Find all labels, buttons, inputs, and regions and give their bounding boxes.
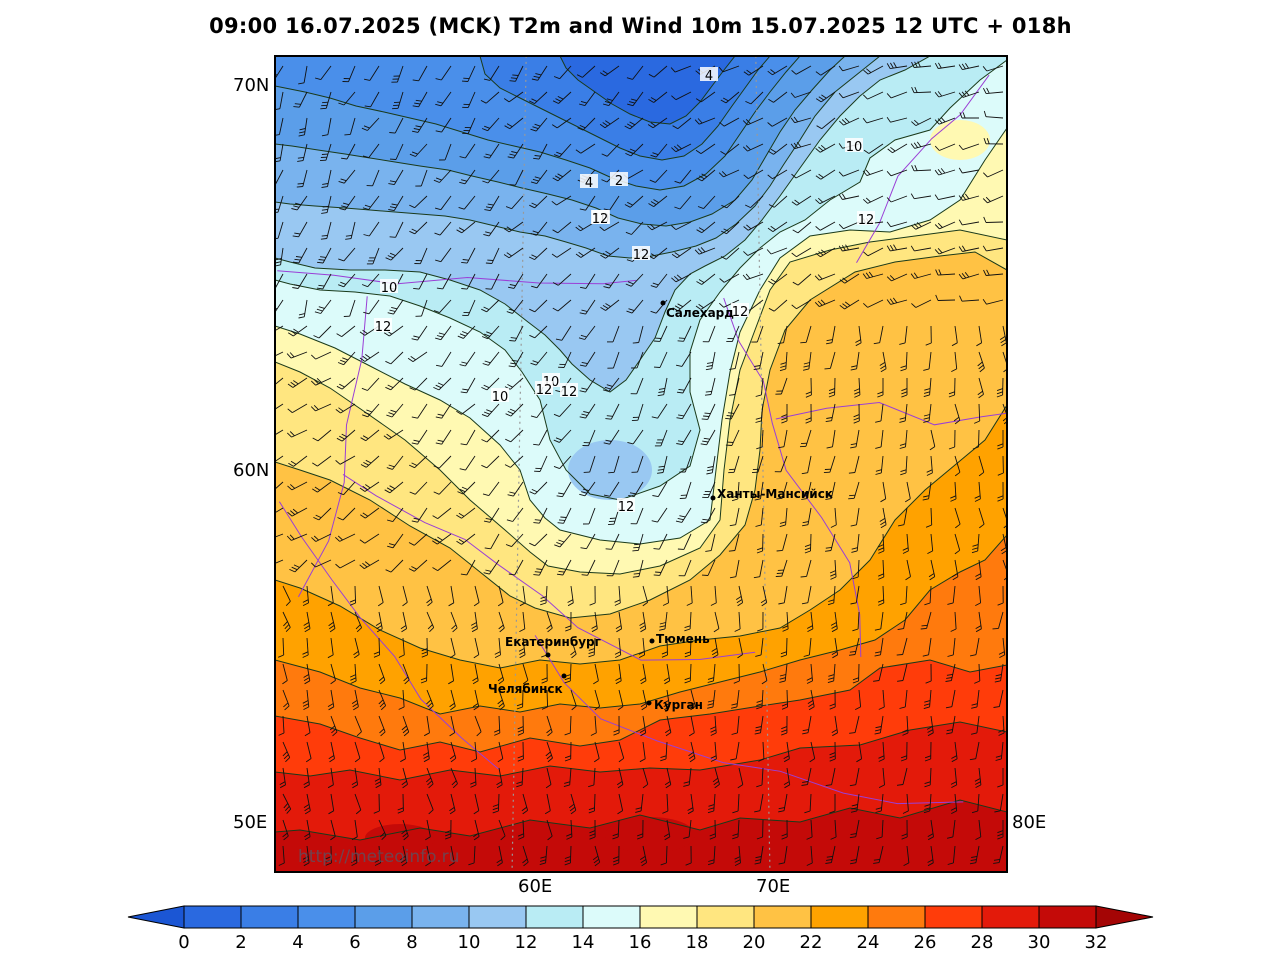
warm-patch [930,120,990,160]
svg-text:10: 10 [492,390,509,405]
contour-label: 12 [374,318,392,335]
colorbar-tick-label: 12 [515,932,538,953]
colorbar-swatch [982,906,1039,928]
contour-label: 12 [617,498,635,515]
svg-text:12: 12 [732,305,749,320]
svg-text:10: 10 [381,281,398,296]
svg-text:4: 4 [585,176,593,191]
svg-text:10: 10 [846,140,863,155]
warm-patch [825,296,935,340]
colorbar-tick-label: 10 [458,932,481,953]
colorbar-tick-label: 22 [800,932,823,953]
city-label: Челябинск [488,682,563,696]
colorbar-swatch [583,906,640,928]
colorbar-low-arrow [128,906,184,928]
svg-text:12: 12 [618,500,635,515]
city-dot [546,653,551,658]
colorbar-swatch [298,906,355,928]
colorbar-swatch [412,906,469,928]
svg-text:12: 12 [375,320,392,335]
lon-label-60e: 60E [518,876,552,897]
colorbar-tick-label: 26 [914,932,937,953]
colorbar-tick-label: 16 [629,932,652,953]
watermark: http://meteoinfo.ru [298,847,459,867]
svg-text:12: 12 [592,212,609,227]
colorbar-tick-label: 6 [349,932,360,953]
colorbar-tick-label: 30 [1028,932,1051,953]
colorbar-swatch [1039,906,1096,928]
colorbar-tick-label: 28 [971,932,994,953]
colorbar-swatch [868,906,925,928]
contour-label: 10 [491,388,509,405]
city-label: Салехард [666,306,734,320]
city-dot [650,639,655,644]
city-label: Тюмень [656,632,710,646]
contour-label: 12 [591,210,609,227]
colorbar-swatch [697,906,754,928]
colorbar-tick-label: 0 [178,932,189,953]
city-label: Екатеринбург [505,635,601,649]
lat-label-70n: 70N [233,75,269,96]
contour-label: 12 [632,246,650,263]
lon-label-70e: 70E [756,876,790,897]
lat-label-60n: 60N [233,460,269,481]
lon-label-80e: 80E [1012,812,1046,833]
city-marker: Ханты-Мансийск [711,487,833,501]
lon-label-50e: 50E [233,812,267,833]
colorbar-high-arrow [1096,906,1153,928]
svg-text:12: 12 [633,248,650,263]
colorbar-swatch [754,906,811,928]
colorbar-tick-label: 20 [743,932,766,953]
city-label: Курган [654,698,703,712]
contour-label: 12 [857,211,875,228]
colorbar-swatch [355,906,412,928]
cool-patch [568,440,652,500]
city-label: Ханты-Мансийск [717,487,833,501]
svg-text:12: 12 [536,383,553,398]
colorbar-swatch [241,906,298,928]
city-marker: Тюмень [650,632,711,646]
city-marker: Курган [647,698,703,712]
colorbar-swatch [526,906,583,928]
colorbar-swatch [184,906,241,928]
city-dot [562,674,567,679]
contour-label: 10 [845,138,863,155]
colorbar-swatch [640,906,697,928]
svg-text:4: 4 [705,69,713,84]
contour-label: 10 [380,279,398,296]
colorbar-tick-label: 32 [1085,932,1108,953]
city-dot [647,701,652,706]
city-dot [711,496,716,501]
contour-label: 12 [535,381,553,398]
colorbar-tick-label: 14 [572,932,595,953]
city-dot [661,301,666,306]
colorbar-swatch [811,906,868,928]
contour-label: 12 [560,383,578,400]
svg-text:12: 12 [561,385,578,400]
colorbar-tick-label: 24 [857,932,880,953]
colorbar-tick-label: 2 [235,932,246,953]
colorbar-swatch [925,906,982,928]
colorbar-tick-label: 8 [406,932,417,953]
svg-text:2: 2 [615,174,623,189]
colorbar-swatch [469,906,526,928]
colorbar-tick-label: 18 [686,932,709,953]
svg-text:12: 12 [858,213,875,228]
colorbar-tick-label: 4 [292,932,303,953]
